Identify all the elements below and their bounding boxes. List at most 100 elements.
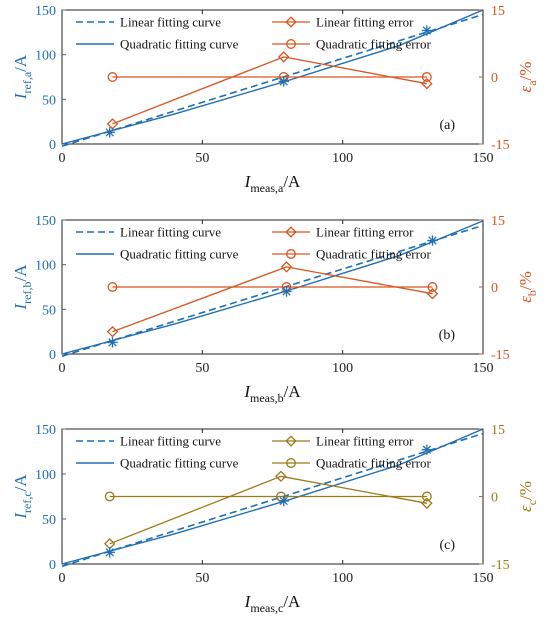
x-tick-label: 50	[195, 571, 209, 586]
legend-quadratic-error-label: Quadratic fitting error	[316, 456, 431, 471]
quadratic-error-point	[104, 491, 115, 502]
x-tick-label: 150	[473, 571, 494, 586]
y2-axis-label: εc/%	[516, 481, 539, 512]
y2-tick-label: 15	[491, 214, 505, 229]
linear-fitting-error-line	[112, 266, 433, 333]
star-stroke	[108, 338, 117, 347]
y-tick-label: 100	[35, 259, 56, 274]
y-tick-label: 0	[49, 348, 56, 363]
legend-linear-curve-label: Linear fitting curve	[120, 225, 221, 240]
measured-point	[278, 76, 289, 87]
linear-error-point	[426, 287, 439, 300]
linear-fitting-curve	[61, 13, 484, 147]
x-tick-label: 0	[59, 151, 66, 166]
legend-linear-error-label: Linear fitting error	[316, 225, 414, 240]
legend-linear-error-marker	[285, 16, 297, 28]
legend-quadratic-error-marker	[286, 458, 296, 468]
measured-point	[421, 444, 433, 455]
star-stroke	[279, 496, 288, 506]
legend: Linear fitting curve Quadratic fitting cu…	[76, 15, 431, 52]
legend: Linear fitting curve Quadratic fitting cu…	[76, 434, 431, 471]
x-tick-label: 100	[332, 151, 353, 166]
y-tick-label: 0	[49, 558, 56, 573]
y-axis-label: Iref,c/A	[11, 474, 34, 520]
linear-error-point	[275, 470, 287, 482]
quadratic-error-point	[107, 282, 118, 292]
linear-error-point	[278, 51, 290, 63]
legend-quadratic-curve-label: Quadratic fitting curve	[120, 456, 239, 471]
legend-quadratic-error-label: Quadratic fitting error	[316, 37, 431, 52]
y2-tick-label: -15	[491, 138, 510, 153]
y2-tick-label: 0	[491, 281, 498, 296]
quadratic-error-point	[421, 72, 432, 82]
legend-quadratic-curve-label: Quadratic fitting curve	[120, 37, 239, 52]
legend-linear-error-marker	[285, 226, 297, 238]
linear-error-point	[106, 325, 119, 338]
x-tick-label: 0	[59, 571, 66, 586]
legend-linear-error-label: Linear fitting error	[316, 15, 414, 30]
x-tick-label: 50	[195, 361, 209, 376]
measured-point	[278, 495, 289, 507]
star-stroke	[422, 445, 432, 454]
panel-label: (a)	[439, 118, 455, 133]
legend-quadratic-error-marker	[286, 39, 296, 49]
star-stroke	[279, 77, 288, 86]
y-tick-label: 50	[42, 93, 56, 108]
y2-tick-label: 15	[491, 423, 505, 438]
measured-point	[281, 286, 292, 297]
linear-error-point	[280, 261, 293, 273]
y2-tick-label: -15	[491, 348, 510, 363]
y2-axis-label: εb/%	[516, 271, 539, 303]
panel-label: (b)	[439, 328, 456, 343]
y-axis-label: Iref,a/A	[11, 54, 34, 100]
y2-tick-label: -15	[491, 558, 510, 573]
linear-error-point	[421, 497, 433, 509]
x-tick-label: 100	[332, 361, 353, 376]
y2-axis-label: εa/%	[516, 62, 539, 93]
x-tick-label: 0	[59, 361, 66, 376]
y-tick-label: 150	[35, 214, 56, 229]
y-tick-label: 100	[35, 49, 56, 64]
x-tick-label: 50	[195, 151, 209, 166]
legend-quadratic-error-label: Quadratic fitting error	[316, 247, 431, 262]
panel-label: (c)	[439, 538, 455, 553]
measured-point	[104, 127, 115, 138]
star-stroke	[105, 548, 114, 557]
y2-tick-label: 15	[491, 4, 505, 19]
linear-error-point	[421, 77, 433, 90]
quadratic-error-point	[427, 282, 438, 292]
star-stroke	[422, 26, 432, 35]
y-tick-label: 150	[35, 423, 56, 438]
x-axis-label: Imeas,a/A	[244, 172, 301, 195]
y-axis-label: Iref,b/A	[11, 264, 34, 311]
linear-fitting-curve	[61, 224, 484, 357]
y2-tick-label: 0	[491, 71, 498, 86]
linear-fitting-curve	[61, 432, 484, 568]
legend-quadratic-curve-label: Quadratic fitting curve	[120, 247, 239, 262]
x-axis-label: Imeas,b/A	[243, 382, 301, 405]
y2-tick-label: 0	[491, 491, 498, 506]
quadratic-error-point	[421, 491, 432, 502]
y-tick-label: 50	[42, 513, 56, 528]
y-tick-label: 50	[42, 303, 56, 318]
linear-fitting-error-line	[109, 475, 428, 545]
star-stroke	[428, 236, 437, 245]
legend-linear-error-marker	[285, 435, 297, 447]
legend-linear-error-label: Linear fitting error	[316, 434, 414, 449]
y-tick-label: 100	[35, 468, 56, 483]
x-tick-label: 150	[473, 151, 494, 166]
quadratic-error-point	[107, 72, 118, 82]
x-tick-label: 100	[332, 571, 353, 586]
measured-point	[421, 25, 433, 36]
legend-linear-curve-label: Linear fitting curve	[120, 434, 221, 449]
x-tick-label: 150	[473, 361, 494, 376]
legend-linear-curve-label: Linear fitting curve	[120, 15, 221, 30]
measured-point	[427, 235, 438, 246]
measured-point	[107, 337, 118, 348]
legend: Linear fitting curve Quadratic fitting cu…	[76, 225, 431, 262]
x-axis-label: Imeas,c/A	[244, 592, 301, 615]
